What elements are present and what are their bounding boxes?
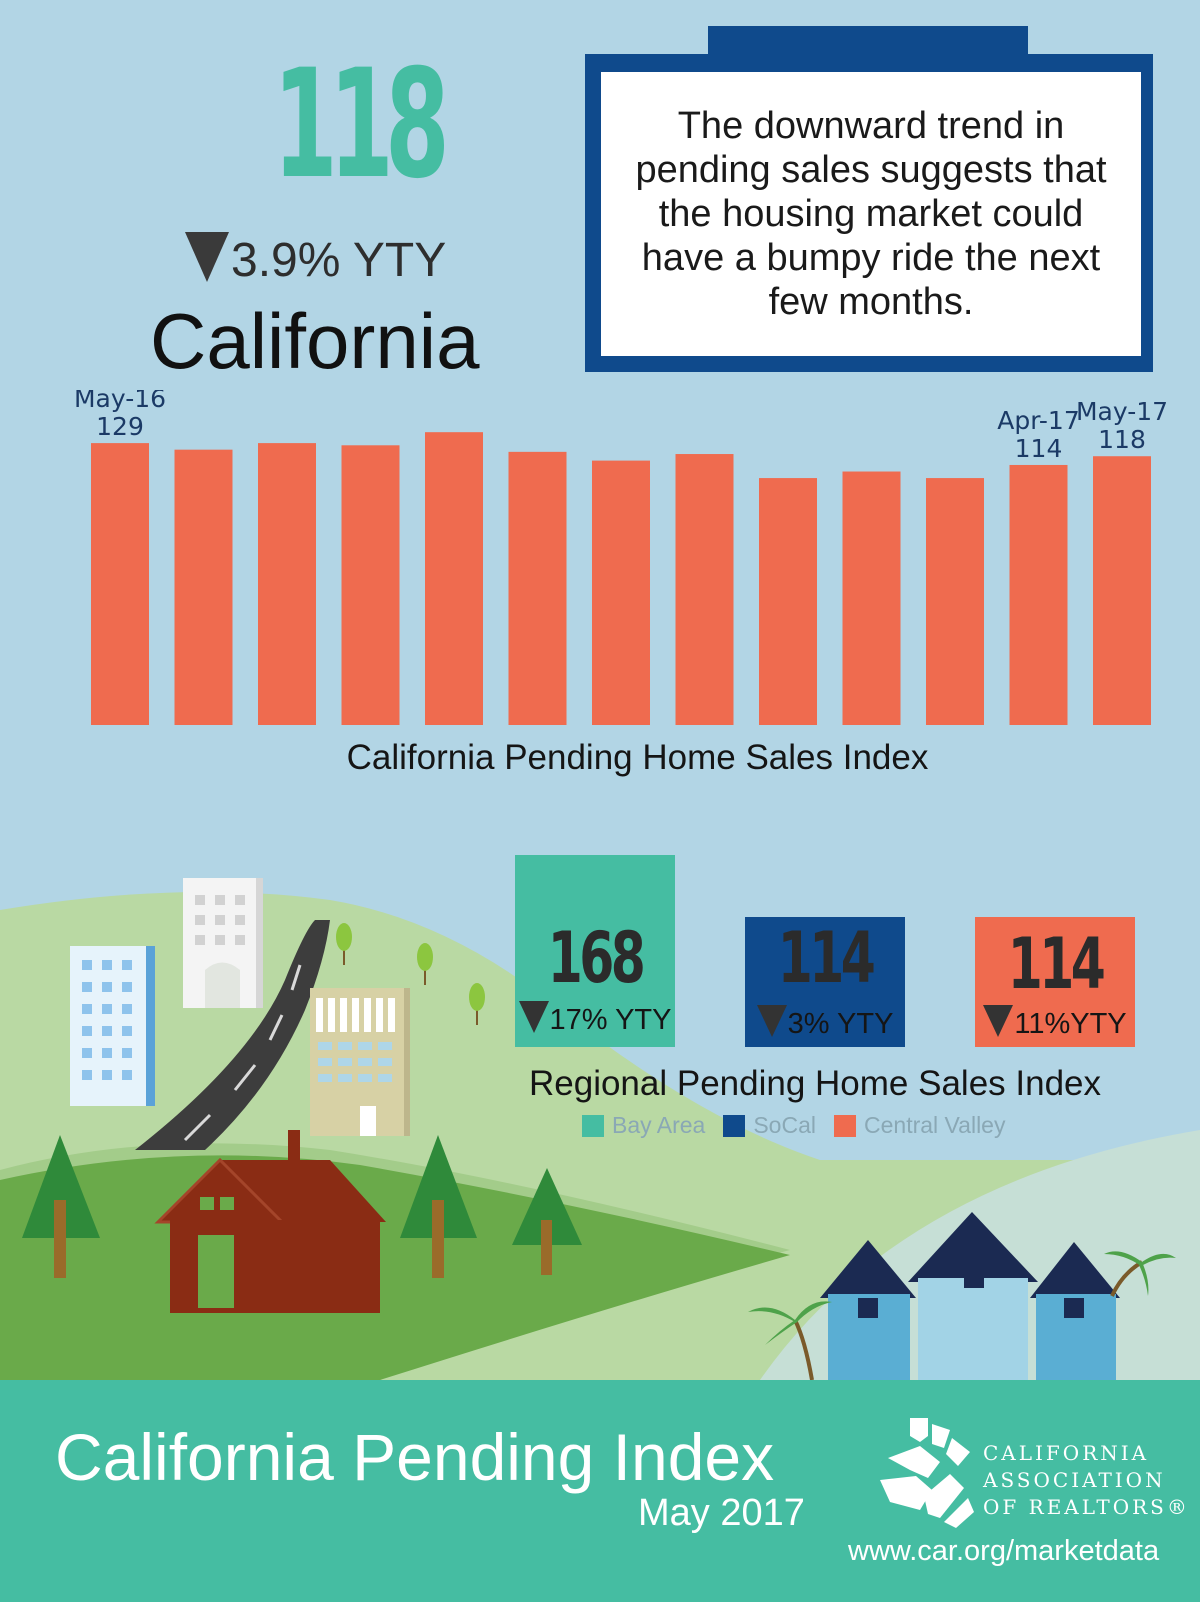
organization-name: CALIFORNIA ASSOCIATION OF REALTORS® <box>983 1440 1190 1521</box>
down-arrow-icon <box>185 232 229 282</box>
regional-value-central-valley: 114 <box>1007 923 1106 1005</box>
headline-region: California <box>150 297 480 385</box>
org-line: OF REALTORS® <box>983 1495 1190 1519</box>
bar-category-label: May-17 <box>1076 397 1168 426</box>
chart-bar <box>425 432 483 725</box>
tower-door <box>205 962 240 1008</box>
chart-bar <box>842 471 901 725</box>
beige-building-door <box>360 1106 376 1136</box>
legend-swatch <box>723 1115 746 1137</box>
website-link[interactable]: www.car.org/marketdata <box>848 1535 1160 1567</box>
org-line: ASSOCIATION <box>983 1468 1166 1492</box>
beige-building-windows <box>318 1042 392 1082</box>
legend-label: Central Valley <box>864 1112 1006 1138</box>
footer-title: California Pending Index <box>55 1420 775 1494</box>
regional-legend: Bay Area SoCal Central Valley <box>582 1112 1005 1139</box>
org-line: CALIFORNIA <box>983 1441 1150 1465</box>
regional-change-socal: 3% YTY <box>745 1005 905 1039</box>
down-arrow-icon <box>756 1005 787 1037</box>
bar-value-label: 118 <box>1098 425 1146 454</box>
chart-bar <box>174 449 233 725</box>
road-markings <box>183 964 302 1142</box>
legend-swatch <box>834 1115 856 1137</box>
palm-trees <box>748 1251 1176 1380</box>
chart-bar <box>91 443 149 725</box>
regional-value-socal: 114 <box>777 917 876 999</box>
chart-title: California Pending Home Sales Index <box>346 738 929 777</box>
regional-change-text: 17% YTY <box>549 1004 672 1036</box>
regional-change-text: 3% YTY <box>787 1008 894 1040</box>
quote-text: The downward trend in pending sales sugg… <box>635 105 1107 323</box>
chart-bar <box>675 454 734 725</box>
building-windows <box>82 960 132 1080</box>
regional-box-bay-area: 168 17% YTY <box>515 855 675 1047</box>
headline-yty-change: 3.9% YTY <box>185 232 485 285</box>
red-house <box>154 1130 386 1313</box>
chart-bar <box>508 451 567 725</box>
legend-label: SoCal <box>753 1112 816 1138</box>
chart-bar <box>341 445 400 725</box>
tower-edge <box>256 878 263 1008</box>
footer-date: May 2017 <box>638 1492 805 1534</box>
bar-value-label: 129 <box>96 412 144 441</box>
pine-trees <box>22 1135 582 1278</box>
headline-yty-text: 3.9% YTY <box>231 234 447 287</box>
down-arrow-icon <box>983 1005 1014 1037</box>
chart-bar <box>592 460 650 725</box>
realtors-logo-icon <box>880 1418 974 1528</box>
regional-box-central-valley: 114 11%YTY <box>975 917 1135 1047</box>
headline-index-value: 118 <box>273 38 450 212</box>
regional-box-socal: 114 3% YTY <box>745 917 905 1047</box>
beige-building-top-windows <box>316 998 395 1032</box>
legend-item-bay-area: Bay Area <box>582 1112 705 1139</box>
blue-houses <box>820 1212 1120 1380</box>
beige-building-edge <box>404 988 410 1136</box>
building-edge <box>146 946 155 1106</box>
regional-change-central-valley: 11%YTY <box>975 1005 1135 1039</box>
tower-windows <box>195 895 245 945</box>
footer-band <box>0 1380 1200 1602</box>
legend-item-socal: SoCal <box>723 1112 816 1139</box>
legend-label: Bay Area <box>612 1112 706 1138</box>
bar-value-label: 114 <box>1015 434 1063 463</box>
chart-bar <box>759 478 817 725</box>
regional-change-text: 11%YTY <box>1014 1008 1127 1040</box>
road <box>135 920 330 1150</box>
legend-item-central-valley: Central Valley <box>834 1112 1005 1139</box>
regional-chart-title: Regional Pending Home Sales Index <box>528 1064 1102 1103</box>
quote-box: The downward trend in pending sales sugg… <box>601 72 1141 356</box>
bar-category-label: Apr-17 <box>997 406 1079 435</box>
chart-bar <box>258 443 316 725</box>
regional-value-bay-area: 168 <box>547 917 646 999</box>
chart-bar <box>1093 456 1151 725</box>
bar-category-label: May-16 <box>74 390 166 413</box>
chart-bar <box>926 478 984 725</box>
legend-swatch <box>582 1115 604 1137</box>
down-arrow-icon <box>518 1001 549 1033</box>
small-trees <box>336 923 485 1025</box>
regional-change-bay-area: 17% YTY <box>515 1001 675 1035</box>
chart-bar <box>1009 464 1068 725</box>
